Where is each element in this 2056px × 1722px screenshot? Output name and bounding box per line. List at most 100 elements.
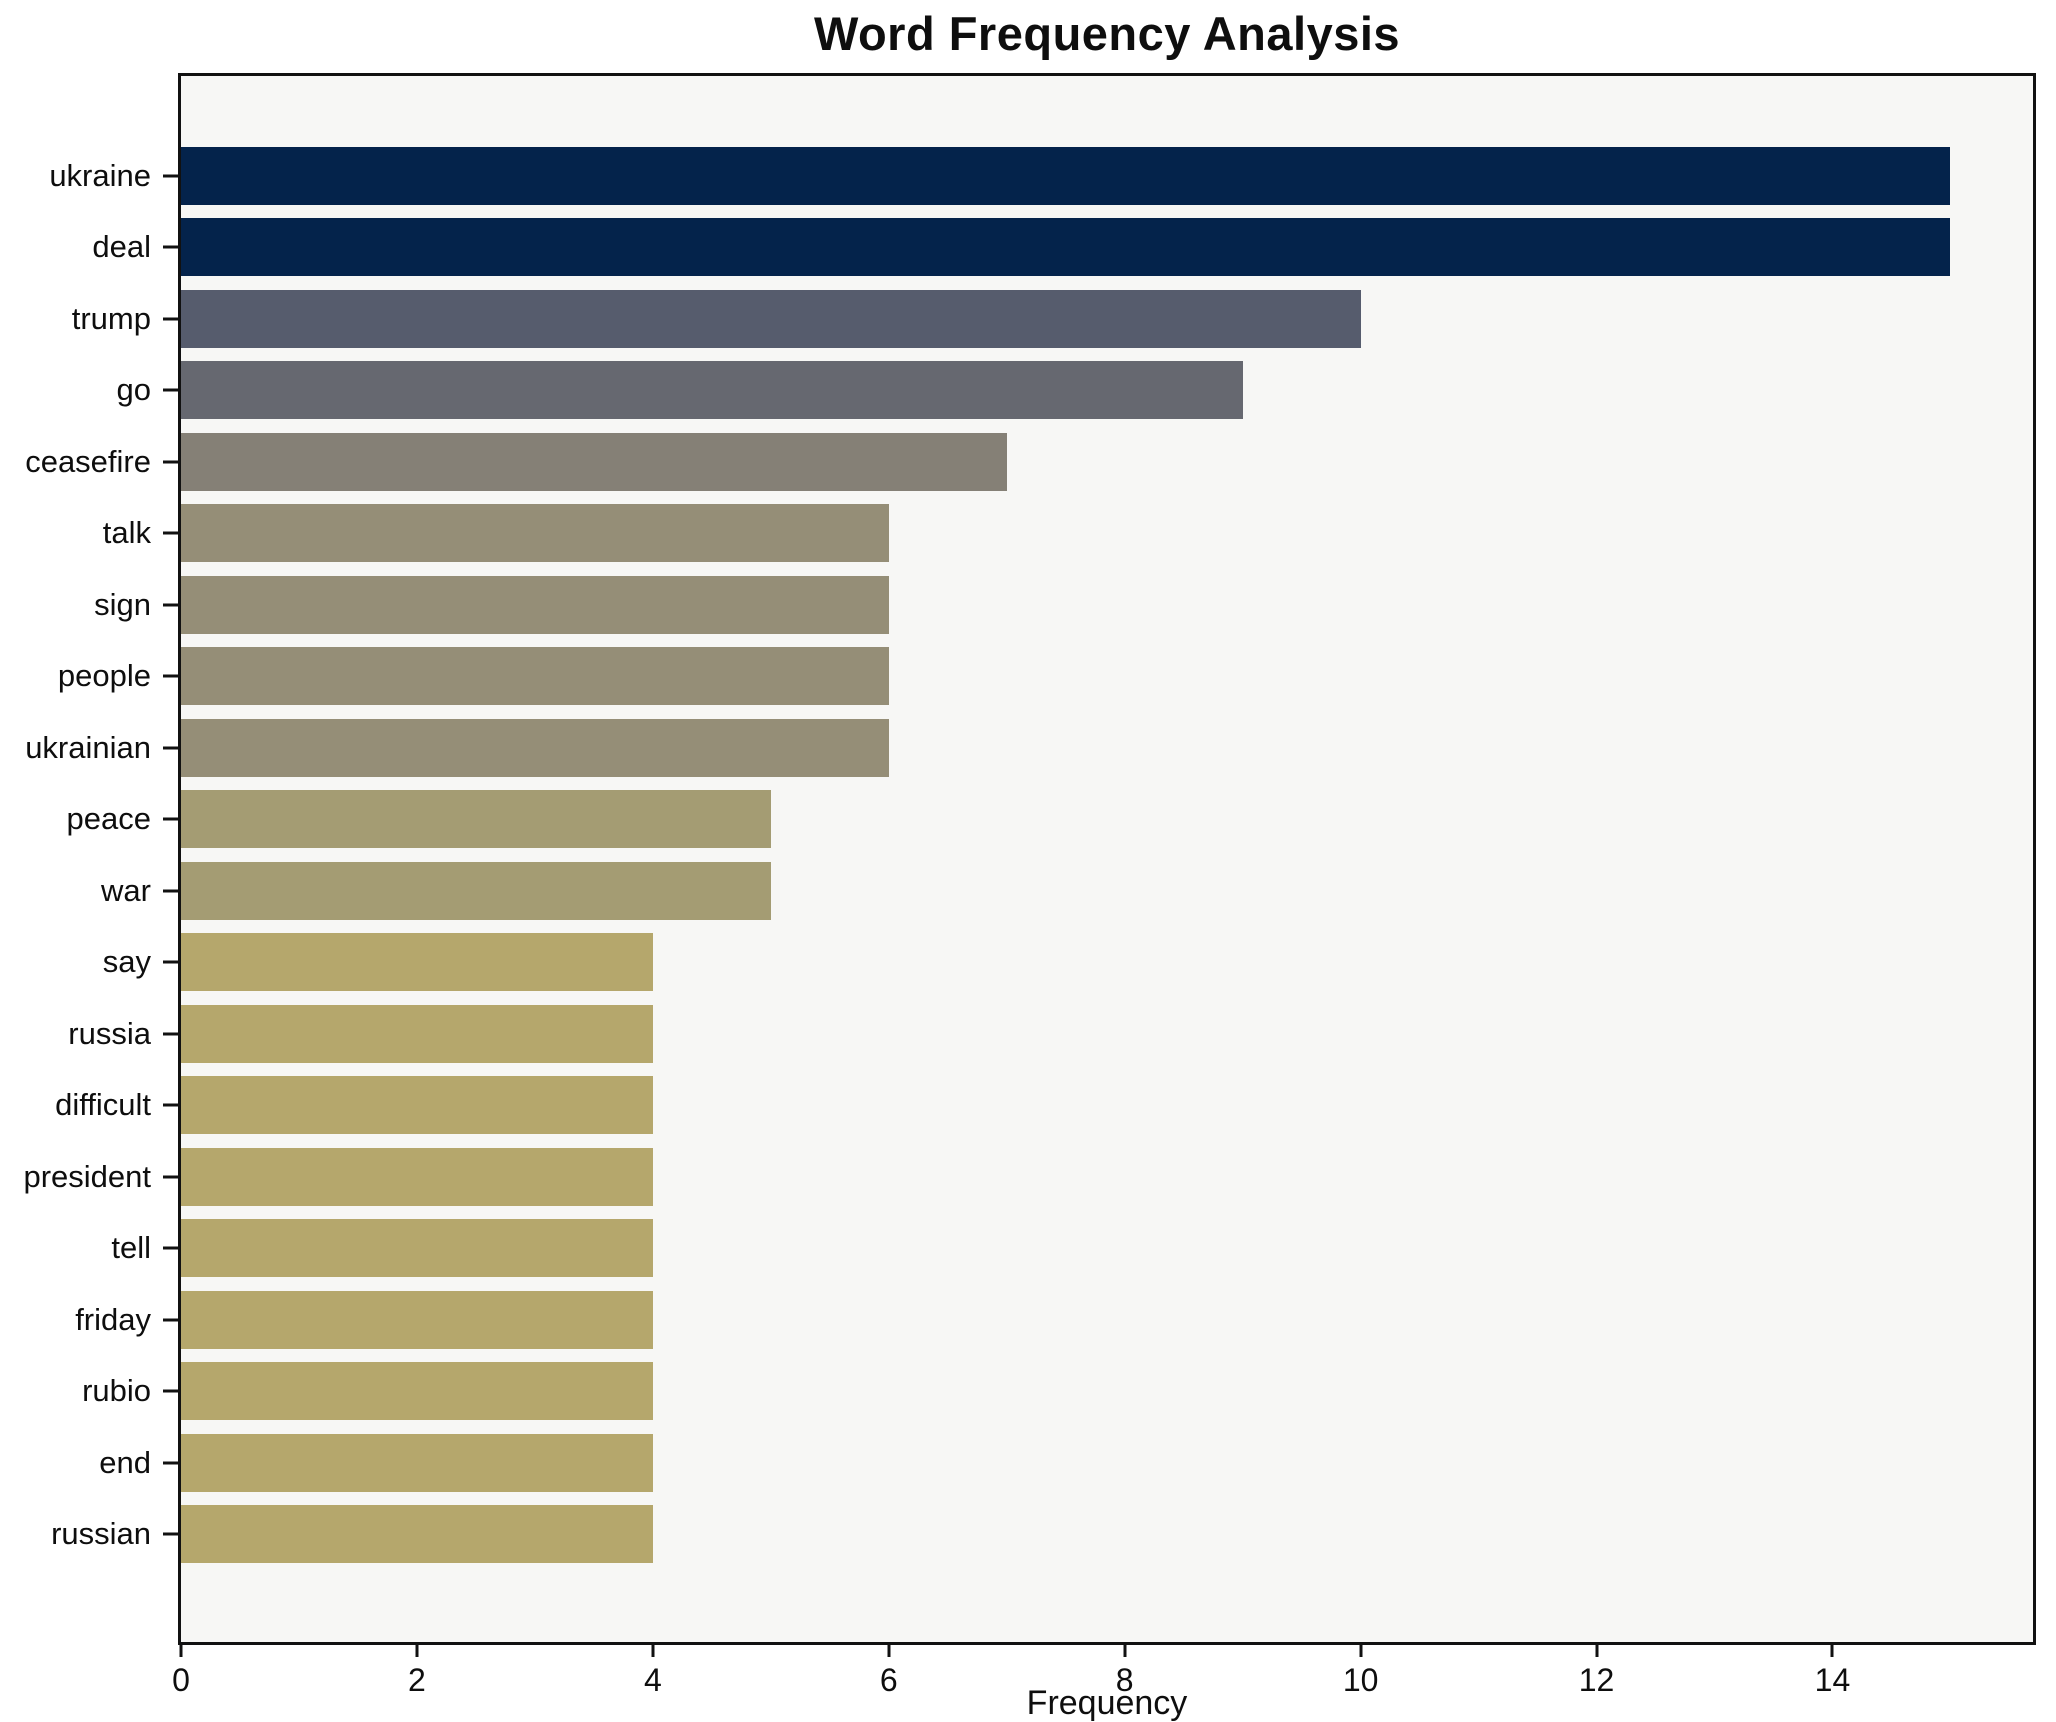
bar-say bbox=[181, 933, 653, 992]
y-tick-label-talk: talk bbox=[102, 515, 151, 551]
bar-row: rubio bbox=[82, 1356, 2033, 1428]
x-tick-mark bbox=[415, 1645, 419, 1657]
x-tick-mark bbox=[1830, 1645, 1834, 1657]
y-tick-mark bbox=[163, 674, 178, 678]
bar-row: peace bbox=[67, 784, 2033, 856]
y-tick-mark bbox=[163, 746, 178, 750]
bar-row: people bbox=[58, 641, 2033, 713]
bar-peace bbox=[181, 790, 771, 849]
chart-title: Word Frequency Analysis bbox=[813, 7, 1401, 60]
y-tick-mark bbox=[163, 317, 178, 321]
bar-deal bbox=[181, 218, 1951, 277]
y-tick-mark bbox=[163, 245, 178, 249]
x-axis-label: Frequency bbox=[1026, 1684, 1188, 1722]
y-tick-mark bbox=[163, 889, 178, 893]
y-tick-label-russia: russia bbox=[68, 1015, 151, 1051]
y-tick-label-end: end bbox=[99, 1444, 151, 1480]
y-tick-label-trump: trump bbox=[71, 300, 151, 336]
bar-ukrainian bbox=[181, 718, 889, 777]
y-tick-label-go: go bbox=[116, 372, 151, 408]
bar-row: talk bbox=[103, 498, 2033, 570]
y-tick-label-friday: friday bbox=[75, 1301, 151, 1337]
bar-row: trump bbox=[72, 283, 2033, 355]
bar-row: ukrainian bbox=[25, 712, 2033, 784]
y-tick-label-president: president bbox=[23, 1158, 151, 1194]
y-tick-mark bbox=[163, 1532, 178, 1536]
bar-row: russian bbox=[51, 1499, 2033, 1571]
y-tick-label-say: say bbox=[102, 944, 151, 980]
bar-row: end bbox=[99, 1427, 2033, 1499]
bar-trump bbox=[181, 289, 1361, 348]
y-tick-mark bbox=[163, 603, 178, 607]
y-tick-mark bbox=[163, 1318, 178, 1322]
bar-friday bbox=[181, 1290, 653, 1349]
y-tick-mark bbox=[163, 460, 178, 464]
bar-row: russia bbox=[68, 998, 2033, 1070]
x-tick-mark bbox=[179, 1645, 183, 1657]
bar-president bbox=[181, 1147, 653, 1206]
x-tick-mark bbox=[1123, 1645, 1127, 1657]
bar-russian bbox=[181, 1505, 653, 1564]
y-tick-label-tell: tell bbox=[111, 1230, 151, 1266]
bar-tell bbox=[181, 1219, 653, 1278]
x-tick-label: 0 bbox=[172, 1662, 190, 1698]
bar-russia bbox=[181, 1004, 653, 1063]
bar-row: say bbox=[103, 927, 2033, 999]
y-tick-label-ukrainian: ukrainian bbox=[25, 729, 151, 765]
y-tick-mark bbox=[163, 1032, 178, 1036]
y-tick-label-peace: peace bbox=[66, 801, 151, 837]
bar-row: go bbox=[117, 355, 2033, 427]
x-tick-mark bbox=[1359, 1645, 1363, 1657]
x-tick-label: 2 bbox=[408, 1662, 426, 1698]
y-tick-mark bbox=[163, 1389, 178, 1393]
x-tick-label: 6 bbox=[879, 1662, 898, 1698]
bar-rubio bbox=[181, 1362, 653, 1421]
x-tick-label: 12 bbox=[1578, 1662, 1615, 1698]
bar-row: friday bbox=[75, 1284, 2033, 1356]
y-tick-label-war: war bbox=[101, 872, 151, 908]
x-tick-label: 10 bbox=[1342, 1662, 1379, 1698]
bar-people bbox=[181, 647, 889, 706]
x-tick-mark bbox=[1595, 1645, 1599, 1657]
y-tick-mark bbox=[163, 388, 178, 392]
x-tick-label: 14 bbox=[1814, 1662, 1851, 1698]
y-tick-label-russian: russian bbox=[51, 1516, 151, 1552]
y-tick-label-people: people bbox=[57, 658, 151, 694]
bar-row: war bbox=[101, 855, 2033, 927]
plot-area: ukraine deal trump go ceasefire talk sign peopl… bbox=[23, 73, 2036, 1698]
bar-sign bbox=[181, 575, 889, 634]
bar-row: sign bbox=[94, 569, 2033, 641]
y-tick-label-deal: deal bbox=[92, 229, 151, 265]
y-tick-mark bbox=[163, 817, 178, 821]
bar-end bbox=[181, 1433, 653, 1492]
y-tick-mark bbox=[163, 1461, 178, 1465]
y-tick-mark bbox=[163, 960, 178, 964]
bar-row: tell bbox=[111, 1213, 2033, 1285]
y-tick-mark bbox=[163, 1246, 178, 1250]
y-tick-label-ukraine: ukraine bbox=[49, 157, 151, 193]
bar-row: ukraine bbox=[49, 140, 2033, 212]
bars-container: ukraine deal trump go ceasefire talk sign peopl… bbox=[23, 76, 2033, 1642]
x-tick-label: 4 bbox=[643, 1662, 662, 1698]
bar-row: ceasefire bbox=[25, 426, 2033, 498]
y-tick-label-ceasefire: ceasefire bbox=[25, 443, 151, 479]
bar-difficult bbox=[181, 1076, 653, 1135]
y-tick-mark bbox=[163, 174, 178, 178]
x-tick-mark bbox=[887, 1645, 891, 1657]
y-tick-label-rubio: rubio bbox=[82, 1373, 151, 1409]
bar-go bbox=[181, 361, 1243, 420]
y-tick-mark bbox=[163, 531, 178, 535]
y-tick-mark bbox=[163, 1103, 178, 1107]
x-tick-label: 8 bbox=[1115, 1662, 1134, 1698]
bar-row: deal bbox=[92, 212, 2033, 284]
y-tick-label-sign: sign bbox=[94, 586, 151, 622]
x-tick-mark bbox=[651, 1645, 655, 1657]
y-tick-label-difficult: difficult bbox=[55, 1087, 151, 1123]
y-tick-mark bbox=[163, 1175, 178, 1179]
bar-ceasefire bbox=[181, 432, 1007, 491]
x-axis-ticks: 0 2 4 6 8 10 12 14 bbox=[172, 76, 2033, 1698]
bar-ukraine bbox=[181, 146, 1951, 205]
bar-row: president bbox=[23, 1141, 2033, 1213]
bar-war bbox=[181, 861, 771, 920]
